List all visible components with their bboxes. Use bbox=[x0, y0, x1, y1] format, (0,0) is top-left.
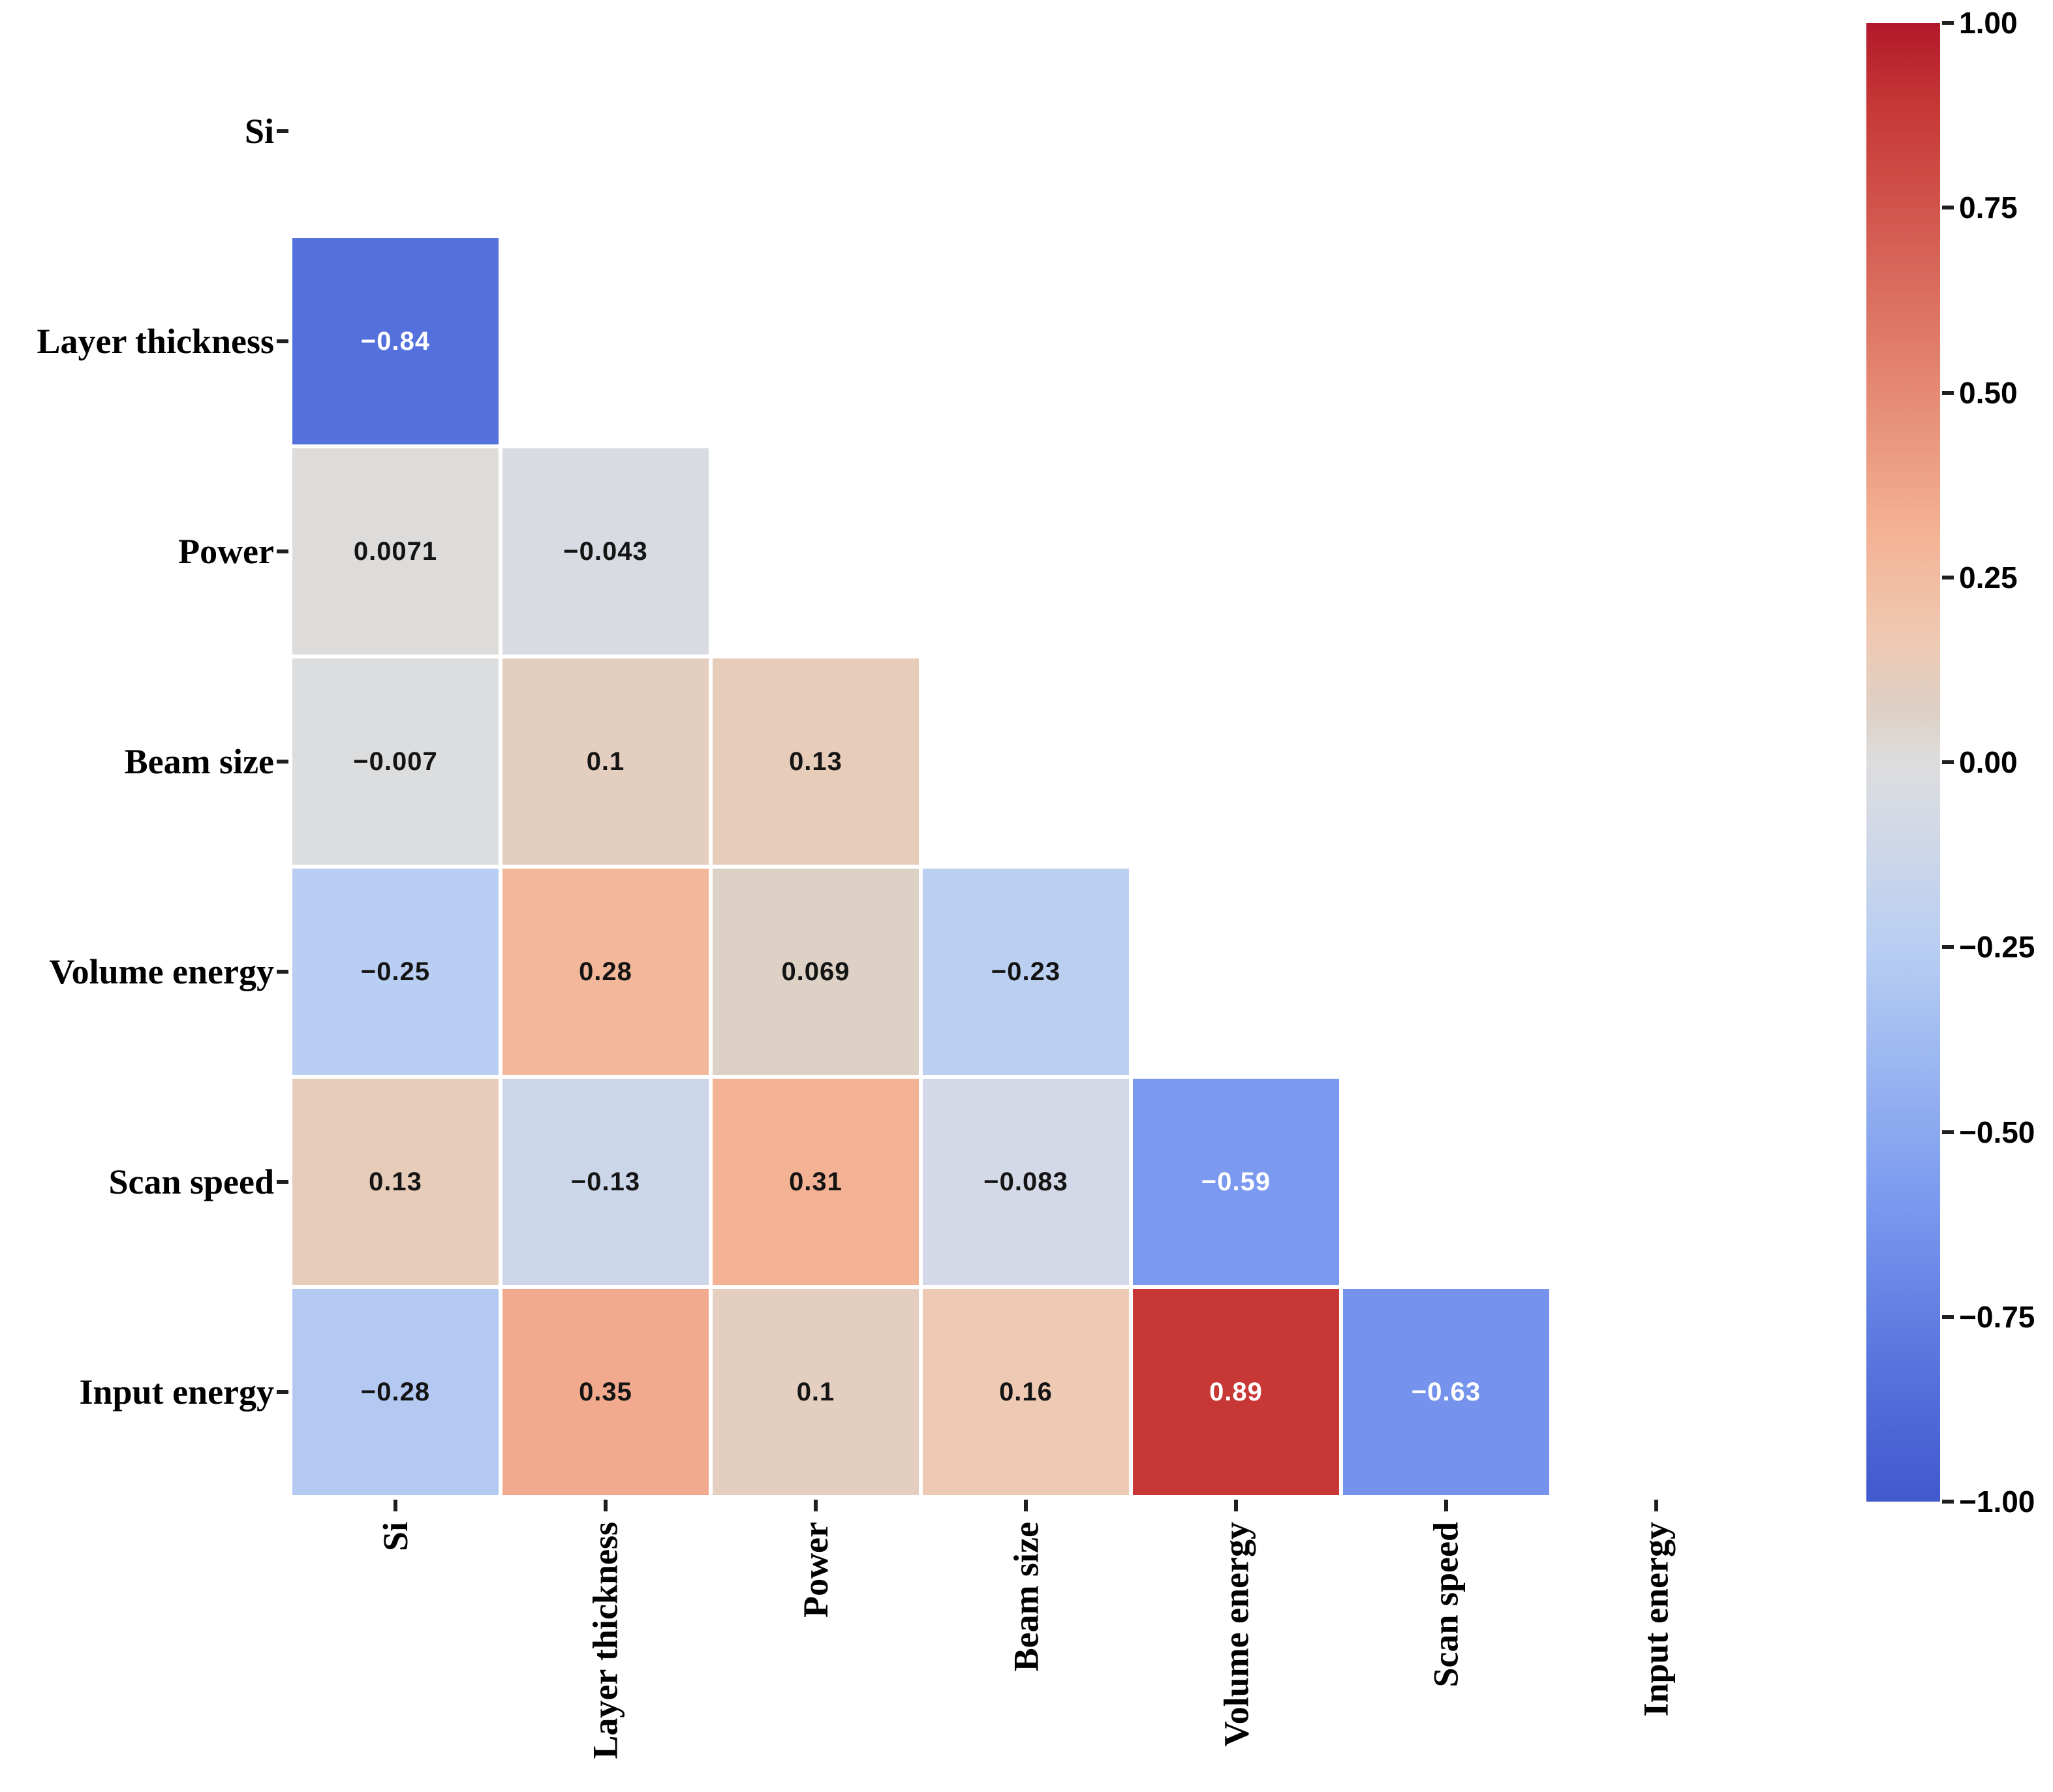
cell-value: −0.13 bbox=[570, 1167, 641, 1196]
x-axis-tick bbox=[1444, 1500, 1448, 1511]
heatmap-cell: −0.28 bbox=[292, 1289, 499, 1495]
colorbar-tick bbox=[1942, 206, 1954, 210]
x-axis-tick bbox=[814, 1500, 818, 1511]
heatmap-cell: −0.13 bbox=[502, 1079, 709, 1285]
x-axis-label: Beam size bbox=[1006, 1522, 1045, 1672]
colorbar-tick bbox=[1942, 1500, 1954, 1504]
heatmap-cell: 0.1 bbox=[502, 658, 709, 865]
y-axis-tick bbox=[277, 1390, 288, 1394]
colorbar-tick bbox=[1942, 1314, 1954, 1319]
cell-value: 0.35 bbox=[579, 1377, 632, 1406]
cell-value: −0.083 bbox=[983, 1167, 1068, 1196]
cell-value: 0.1 bbox=[586, 747, 625, 776]
y-axis-label: Input energy bbox=[79, 1372, 274, 1412]
heatmap-cell: 0.0071 bbox=[292, 448, 499, 655]
heatmap-cell: 0.31 bbox=[713, 1079, 919, 1285]
colorbar-tick bbox=[1942, 1130, 1954, 1134]
x-axis-label: Scan speed bbox=[1427, 1522, 1466, 1688]
heatmap-cell: −0.59 bbox=[1133, 1079, 1339, 1285]
x-axis-label: Volume energy bbox=[1216, 1522, 1256, 1747]
x-axis-tick bbox=[1654, 1500, 1658, 1511]
cell-value: 0.28 bbox=[579, 957, 632, 986]
colorbar-tick-label: 0.50 bbox=[1959, 375, 2018, 410]
heatmap-cell: −0.007 bbox=[292, 658, 499, 865]
heatmap-cell: 0.16 bbox=[923, 1289, 1129, 1495]
heatmap-cell: −0.083 bbox=[923, 1079, 1129, 1285]
heatmap-cell: 0.13 bbox=[713, 658, 919, 865]
y-axis-tick bbox=[277, 549, 288, 553]
heatmap-cell: 0.35 bbox=[502, 1289, 709, 1495]
colorbar-tick-label: −1.00 bbox=[1959, 1485, 2035, 1519]
colorbar-tick-label: −0.25 bbox=[1959, 930, 2035, 965]
colorbar-tick-label: 0.75 bbox=[1959, 191, 2018, 225]
y-axis-tick bbox=[277, 339, 288, 343]
cell-value: −0.28 bbox=[360, 1377, 431, 1406]
cell-value: 0.069 bbox=[781, 957, 850, 986]
colorbar-tick bbox=[1942, 390, 1954, 395]
colorbar-tick-label: 0.25 bbox=[1959, 560, 2018, 595]
y-axis-label: Power bbox=[178, 532, 274, 571]
colorbar-tick bbox=[1942, 760, 1954, 764]
cell-value: −0.23 bbox=[991, 957, 1061, 986]
heatmap-cell: −0.25 bbox=[292, 869, 499, 1075]
colorbar-tick bbox=[1942, 575, 1954, 579]
cell-value: −0.043 bbox=[563, 536, 648, 566]
x-axis-tick bbox=[394, 1500, 397, 1511]
heatmap-cell: 0.1 bbox=[713, 1289, 919, 1495]
cell-value: −0.84 bbox=[360, 326, 431, 356]
x-axis-label: Input energy bbox=[1637, 1522, 1676, 1717]
cell-value: −0.007 bbox=[353, 747, 438, 776]
y-axis-tick bbox=[277, 1180, 288, 1184]
colorbar-tick-label: −0.50 bbox=[1959, 1115, 2035, 1149]
y-axis-tick bbox=[277, 129, 288, 133]
cell-value: −0.63 bbox=[1411, 1377, 1481, 1406]
cell-value: 0.13 bbox=[369, 1167, 422, 1196]
colorbar-tick-label: 1.00 bbox=[1959, 6, 2018, 40]
y-axis-label: Si bbox=[244, 112, 274, 151]
cell-value: 0.13 bbox=[789, 747, 842, 776]
cell-value: 0.31 bbox=[789, 1167, 842, 1196]
colorbar-gradient bbox=[1866, 23, 1940, 1502]
cell-value: −0.25 bbox=[360, 957, 431, 986]
heatmap-cell: 0.13 bbox=[292, 1079, 499, 1285]
x-axis-tick bbox=[604, 1500, 608, 1511]
y-axis-label: Volume energy bbox=[49, 952, 274, 991]
y-axis-label: Scan speed bbox=[108, 1162, 274, 1201]
x-axis-tick bbox=[1024, 1500, 1028, 1511]
heatmap-cell: 0.28 bbox=[502, 869, 709, 1075]
heatmap-cell: −0.63 bbox=[1343, 1289, 1549, 1495]
x-axis-label: Layer thickness bbox=[586, 1522, 625, 1759]
colorbar-tick bbox=[1942, 21, 1954, 25]
cell-value: −0.59 bbox=[1201, 1167, 1271, 1196]
x-axis-label: Si bbox=[376, 1522, 415, 1552]
y-axis-tick bbox=[277, 970, 288, 974]
cell-value: 0.0071 bbox=[353, 536, 438, 566]
heatmap-cell: −0.23 bbox=[923, 869, 1129, 1075]
colorbar-tick-label: 0.00 bbox=[1959, 745, 2018, 779]
x-axis-label: Power bbox=[796, 1522, 835, 1618]
y-axis-label: Beam size bbox=[124, 742, 274, 781]
heatmap-cell: −0.84 bbox=[292, 238, 499, 444]
cell-value: 0.1 bbox=[796, 1377, 835, 1406]
heatmap-cell: 0.89 bbox=[1133, 1289, 1339, 1495]
x-axis-tick bbox=[1234, 1500, 1238, 1511]
colorbar-tick bbox=[1942, 945, 1954, 950]
y-axis-tick bbox=[277, 760, 288, 764]
cell-value: 0.89 bbox=[1209, 1377, 1263, 1406]
cell-value: 0.16 bbox=[999, 1377, 1053, 1406]
colorbar-tick-label: −0.75 bbox=[1959, 1299, 2035, 1334]
heatmap-cell: −0.043 bbox=[502, 448, 709, 655]
y-axis-label: Layer thickness bbox=[37, 322, 274, 361]
heatmap-cell: 0.069 bbox=[713, 869, 919, 1075]
